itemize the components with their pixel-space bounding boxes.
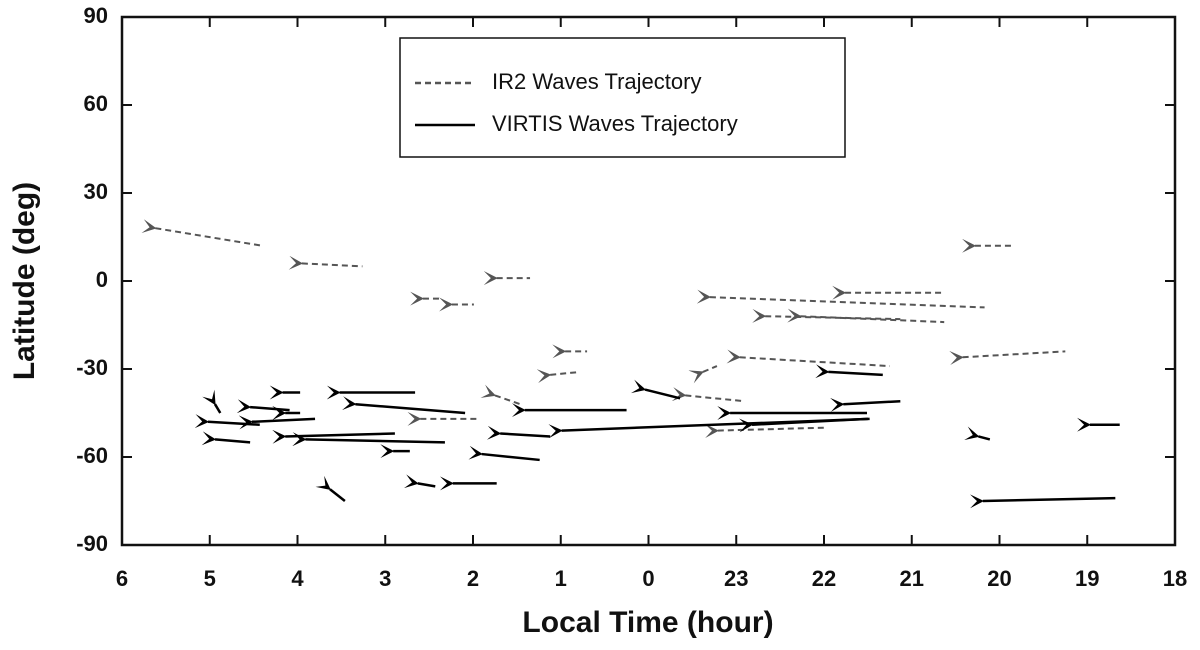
y-tick-label: 0 bbox=[96, 267, 108, 292]
trajectory-arrow bbox=[696, 289, 985, 309]
x-tick-label: 2 bbox=[467, 566, 479, 591]
legend-label: IR2 Waves Trajectory bbox=[492, 69, 701, 94]
trajectory-arrow bbox=[342, 396, 466, 415]
x-tick-label: 21 bbox=[900, 566, 924, 591]
y-tick-label: -90 bbox=[76, 531, 108, 556]
x-tick-label: 18 bbox=[1163, 566, 1187, 591]
trajectory-arrow bbox=[688, 365, 718, 384]
trajectory-arrow bbox=[236, 399, 290, 414]
trajectory-arrow bbox=[704, 423, 825, 438]
y-tick-label: -60 bbox=[76, 443, 108, 468]
trajectory-arrow bbox=[969, 494, 1116, 509]
trajectory-arrow bbox=[201, 431, 251, 446]
trajectory-arrow bbox=[815, 364, 883, 379]
trajectory-arrow bbox=[536, 369, 581, 384]
trajectory-arrow bbox=[830, 397, 901, 412]
trajectory-arrow bbox=[964, 426, 991, 441]
trajectory-arrow bbox=[486, 425, 551, 440]
trajectory-arrow bbox=[726, 349, 890, 368]
x-tick-label: 20 bbox=[987, 566, 1011, 591]
trajectory-arrow bbox=[202, 389, 222, 414]
x-tick-label: 23 bbox=[724, 566, 748, 591]
trajectory-arrow bbox=[403, 474, 436, 489]
legend-label: VIRTIS Waves Trajectory bbox=[492, 111, 738, 136]
y-axis-title: Latitude (deg) bbox=[8, 182, 41, 380]
x-axis-title: Local Time (hour) bbox=[522, 606, 773, 639]
trajectory-arrow bbox=[738, 417, 868, 433]
trajectory-arrow bbox=[949, 350, 1066, 365]
trajectory-arrow bbox=[315, 475, 346, 502]
x-tick-label: 1 bbox=[555, 566, 567, 591]
x-tick-label: 4 bbox=[291, 566, 304, 591]
trajectory-arrow bbox=[272, 429, 395, 444]
trajectory-arrow bbox=[468, 445, 540, 462]
x-tick-label: 0 bbox=[642, 566, 654, 591]
trajectory-arrow bbox=[787, 308, 945, 324]
trajectory-arrow bbox=[238, 415, 316, 430]
x-tick-label: 3 bbox=[379, 566, 391, 591]
y-tick-label: 30 bbox=[84, 179, 108, 204]
trajectory-arrow bbox=[630, 379, 681, 400]
y-tick-label: 60 bbox=[84, 91, 108, 116]
y-tick-label: -30 bbox=[76, 355, 108, 380]
trajectory-arrow bbox=[141, 219, 263, 247]
x-tick-label: 19 bbox=[1075, 566, 1099, 591]
trajectory-arrow bbox=[292, 432, 445, 447]
legend-box bbox=[399, 37, 846, 158]
trajectory-arrow bbox=[671, 387, 746, 403]
trajectory-arrow bbox=[288, 255, 363, 270]
y-tick-label: 90 bbox=[84, 3, 108, 28]
trajectory-arrow bbox=[480, 384, 521, 406]
x-tick-label: 6 bbox=[116, 566, 128, 591]
x-tick-label: 22 bbox=[812, 566, 836, 591]
x-tick-label: 5 bbox=[204, 566, 216, 591]
